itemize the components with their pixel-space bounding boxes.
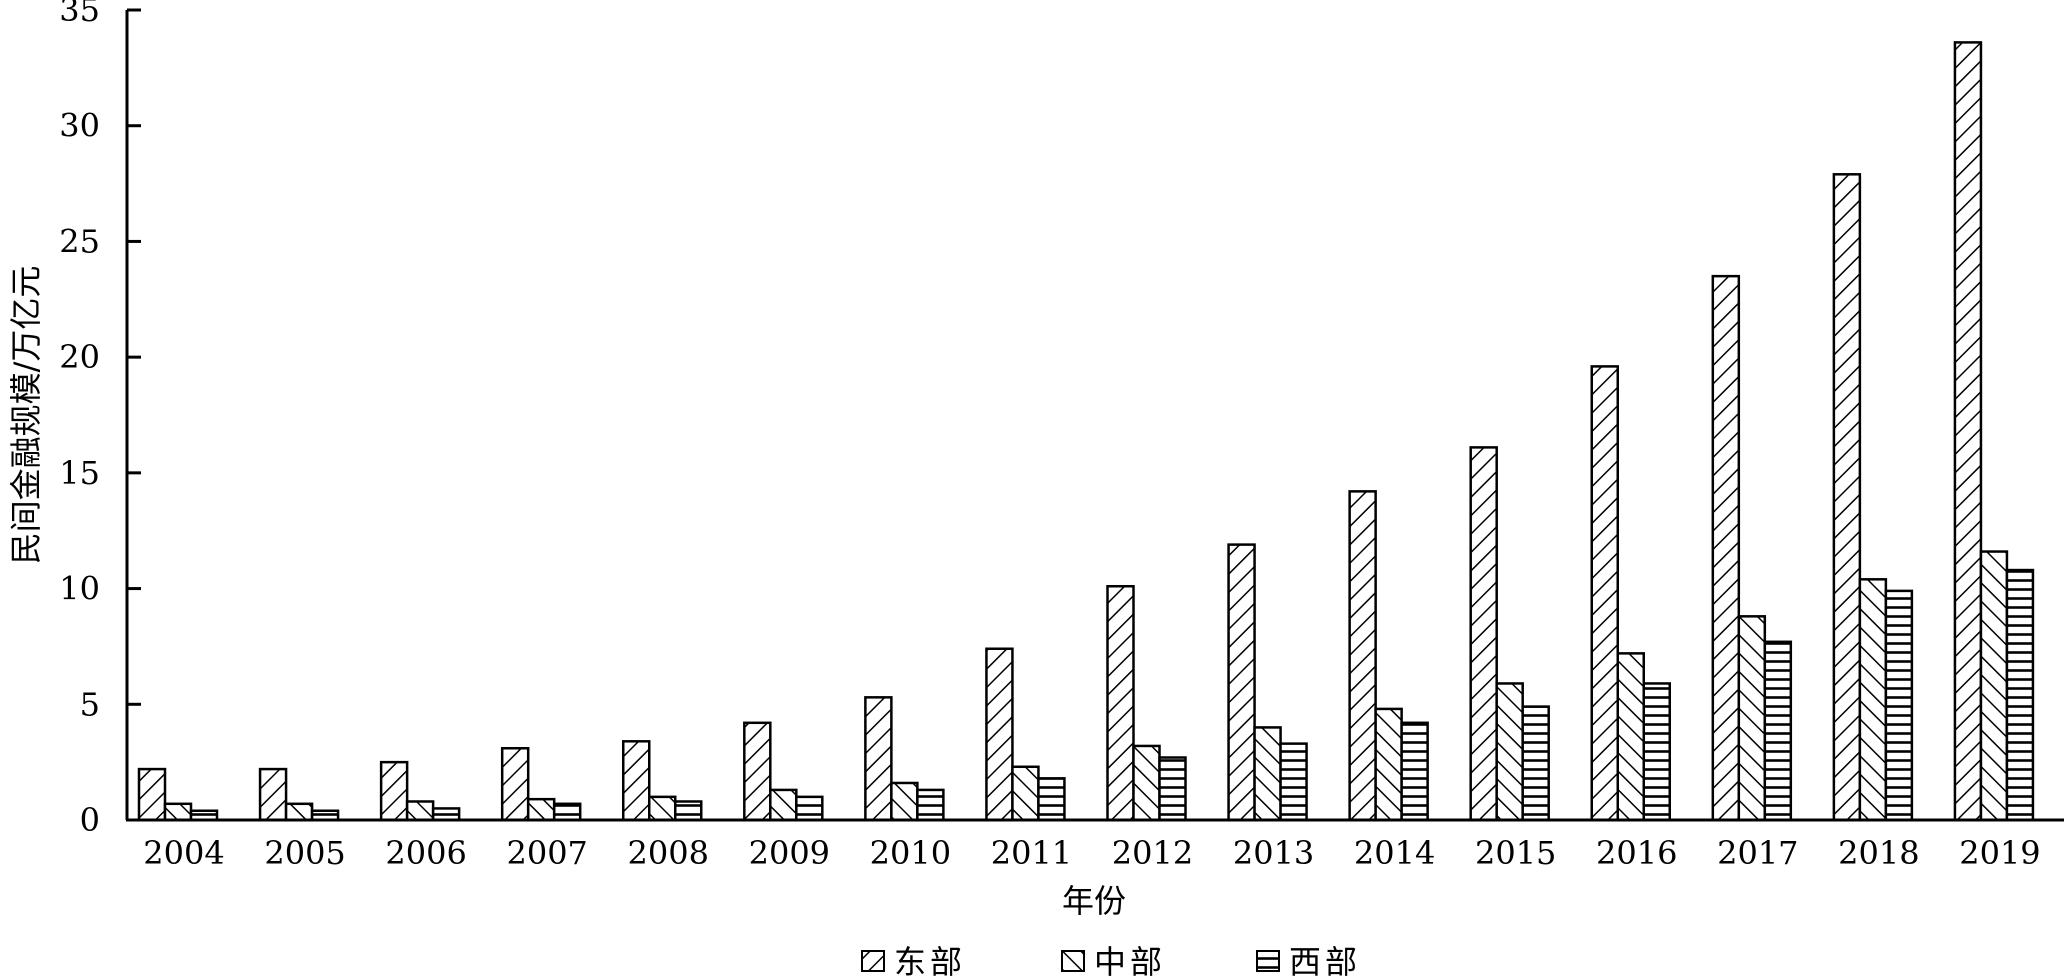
x-tick-label: 2011 <box>991 834 1072 872</box>
legend-swatch <box>1256 950 1280 972</box>
y-tick-label: 25 <box>59 222 100 260</box>
bar-2013-西部 <box>1279 742 1308 822</box>
bar-2016-中部 <box>1616 652 1645 822</box>
bar-2011-中部 <box>1011 765 1040 822</box>
x-tick-label: 2019 <box>1959 834 2040 872</box>
bar-2013-中部 <box>1253 726 1282 822</box>
bars-layer <box>137 41 2035 822</box>
bar-2012-西部 <box>1158 756 1187 822</box>
x-tick-label: 2015 <box>1475 834 1556 872</box>
bar-2008-中部 <box>648 795 677 822</box>
bar-2007-中部 <box>526 797 556 822</box>
bar-2010-西部 <box>916 788 945 822</box>
x-tick-label: 2004 <box>143 834 224 872</box>
legend: 东部 中部 西部 <box>861 943 1361 979</box>
bar-2005-东部 <box>258 767 288 822</box>
bar-2015-西部 <box>1521 705 1550 822</box>
y-tick-label: 35 <box>59 0 100 29</box>
bar-2019-东部 <box>1953 41 1983 822</box>
bar-2006-东部 <box>379 760 409 822</box>
bar-2017-中部 <box>1737 615 1767 822</box>
x-tick-label: 2017 <box>1717 834 1798 872</box>
bar-2017-东部 <box>1711 274 1741 822</box>
x-tick-label: 2005 <box>264 834 345 872</box>
legend-swatch <box>1061 950 1085 972</box>
bar-2015-中部 <box>1495 682 1524 822</box>
y-tick-label: 30 <box>59 107 100 145</box>
x-tick-label: 2014 <box>1354 834 1435 872</box>
y-tick-label: 0 <box>80 801 100 839</box>
x-tick-label: 2006 <box>385 834 466 872</box>
bar-2009-中部 <box>769 788 798 822</box>
bar-2005-中部 <box>284 802 314 822</box>
bar-2007-西部 <box>552 802 582 822</box>
bar-2018-中部 <box>1858 578 1888 822</box>
y-tick-label: 5 <box>80 685 100 723</box>
bar-2010-东部 <box>864 696 893 822</box>
x-tick-label: 2016 <box>1596 834 1677 872</box>
legend-label: 西部 <box>1289 943 1361 979</box>
y-axis-label: 民间金融规模/万亿元 <box>7 266 45 565</box>
bar-2016-东部 <box>1590 365 1619 822</box>
x-tick-label: 2008 <box>628 834 709 872</box>
bar-2019-中部 <box>1979 550 2009 822</box>
legend-label: 东部 <box>894 943 966 979</box>
x-tick-label: 2018 <box>1838 834 1919 872</box>
bar-2012-东部 <box>1106 585 1135 822</box>
legend-swatch <box>861 950 885 972</box>
bar-2013-东部 <box>1227 543 1256 822</box>
bar-2016-西部 <box>1642 682 1671 822</box>
x-tick-label: 2013 <box>1233 834 1314 872</box>
bar-2018-西部 <box>1884 589 1914 822</box>
bar-2009-东部 <box>743 721 772 822</box>
x-axis-label: 年份 <box>1062 882 1126 920</box>
x-ticks: 2004 2005 2006 2007 2008 2009 2010 2011 2012 2013… <box>143 834 2040 872</box>
bar-2012-中部 <box>1132 744 1161 822</box>
x-tick-label: 2012 <box>1112 834 1193 872</box>
x-tick-label: 2007 <box>506 834 587 872</box>
y-tick-label: 10 <box>59 570 100 608</box>
bar-2017-西部 <box>1763 640 1793 822</box>
bar-2006-中部 <box>405 800 435 822</box>
bar-2004-东部 <box>137 767 167 822</box>
bar-2010-中部 <box>890 781 919 822</box>
y-tick-label: 15 <box>59 454 100 492</box>
bar-2008-东部 <box>622 740 651 822</box>
bar-2014-东部 <box>1348 490 1377 822</box>
bar-2007-东部 <box>500 747 530 822</box>
bar-2015-东部 <box>1469 446 1498 822</box>
bar-2018-东部 <box>1832 173 1862 822</box>
bar-2014-中部 <box>1374 707 1403 822</box>
bar-2009-西部 <box>795 795 824 822</box>
y-tick-label: 20 <box>59 338 100 376</box>
x-tick-label: 2010 <box>870 834 951 872</box>
bar-2011-西部 <box>1037 777 1066 822</box>
legend-label: 中部 <box>1094 943 1166 979</box>
bar-2019-西部 <box>2005 568 2035 822</box>
bar-2008-西部 <box>674 800 703 822</box>
bar-2014-西部 <box>1400 721 1429 822</box>
x-tick-label: 2009 <box>749 834 830 872</box>
bar-2004-中部 <box>163 802 193 822</box>
bar-2011-东部 <box>985 647 1014 822</box>
y-ticks: 0 5 10 15 20 25 30 35 <box>59 0 141 839</box>
bar-2006-西部 <box>431 807 461 822</box>
